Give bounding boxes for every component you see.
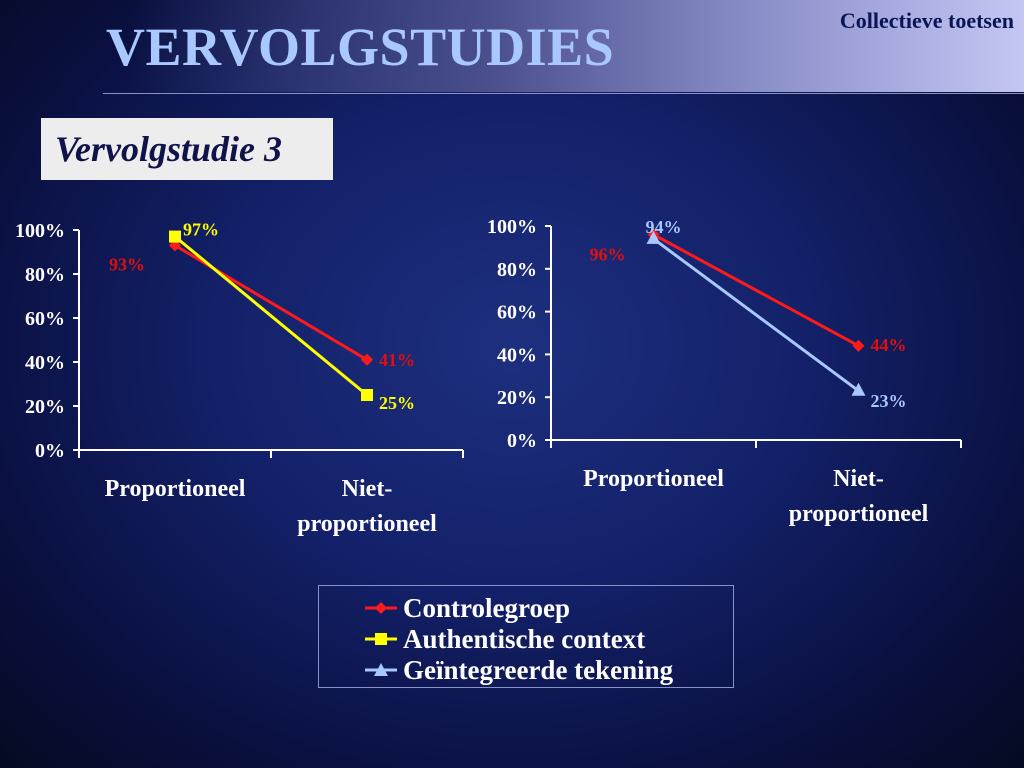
data-label: 93% (109, 254, 145, 274)
y-tick-label: 0% (507, 430, 537, 452)
y-tick-label: 0% (35, 440, 65, 462)
y-tick-label: 80% (497, 259, 537, 281)
x-category-label: Proportioneel (105, 476, 246, 502)
y-tick-label: 100% (487, 216, 537, 238)
legend-label: Controlegroep (403, 592, 570, 623)
series-line-1 (174, 235, 368, 397)
y-tick-label: 80% (25, 264, 65, 286)
y-tick-label: 20% (497, 387, 537, 409)
slide-title: VERVOLGSTUDIES (106, 17, 615, 77)
x-category-label: Niet-proportioneel (297, 476, 437, 537)
series-line-0 (652, 233, 860, 348)
y-tick-label: 40% (497, 344, 537, 366)
y-tick-label: 60% (497, 302, 537, 324)
y-tick-label: 20% (25, 396, 65, 418)
data-label: 23% (871, 391, 907, 411)
legend-marker-diamond-icon (365, 602, 397, 614)
legend-label: Geïntegreerde tekening (403, 654, 674, 685)
legend-marker-square-icon (365, 633, 397, 645)
data-marker-1-1 (361, 389, 373, 401)
y-tick-label: 60% (25, 308, 65, 330)
data-label: 94% (646, 217, 682, 237)
y-tick-label: 100% (15, 220, 65, 242)
subtitle-box: Vervolgstudie 3 (41, 118, 333, 180)
legend-item-authentische-context: Authentische context (363, 624, 645, 654)
data-label: 44% (871, 335, 907, 355)
data-label: 96% (590, 245, 626, 265)
y-tick-label: 40% (25, 352, 65, 374)
header-band (130, 0, 1024, 92)
data-marker-0-1 (361, 353, 373, 366)
legend-label: Authentische context (403, 623, 646, 654)
data-label: 97% (183, 220, 219, 240)
x-category-label: Niet-proportioneel (789, 466, 929, 527)
data-label: 25% (379, 393, 415, 413)
data-marker-1-1 (851, 382, 866, 396)
data-marker-1-0 (646, 230, 661, 244)
section-label: Collectieve toetsen (839, 8, 1014, 33)
legend: Controlegroep Authentische context Geïnt… (318, 585, 734, 688)
data-marker-0-1 (852, 339, 865, 352)
subtitle-text: Vervolgstudie 3 (55, 129, 283, 169)
legend-item-geintegreerde-tekening: Geïntegreerde tekening (363, 655, 673, 685)
series-line-1 (652, 237, 860, 392)
x-category-label: Proportioneel (583, 466, 724, 492)
data-marker-1-0 (169, 230, 181, 243)
title-divider (103, 93, 1024, 94)
data-label: 41% (379, 350, 415, 370)
legend-item-controlegroep: Controlegroep (363, 593, 570, 623)
legend-marker-triangle-icon (365, 663, 397, 676)
